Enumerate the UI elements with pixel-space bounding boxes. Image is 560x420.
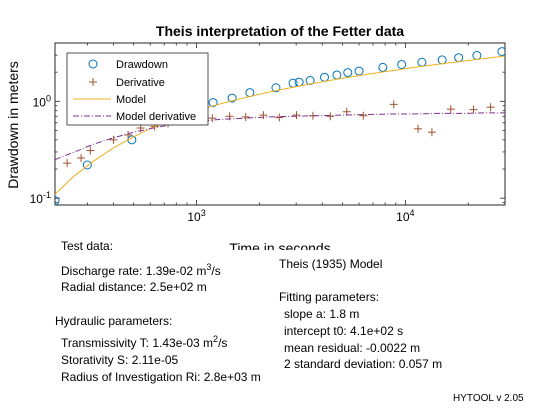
mean-residual-value: mean residual: -0.0022 m (284, 341, 421, 355)
radial-distance: Radial distance: 2.5e+02 m (61, 280, 207, 294)
axis-ticks (55, 42, 506, 205)
derivative-point (292, 111, 301, 120)
derivative-point (469, 105, 478, 114)
x-tick-label-1e4: 104 (396, 208, 414, 224)
discharge-rate: Discharge rate: 1.39e-02 m3/s (61, 262, 221, 278)
legend-drawdown-marker (88, 59, 98, 69)
derivative-point (259, 111, 268, 120)
derivative-point (208, 114, 217, 123)
chart-title: Theis interpretation of the Fetter data (156, 23, 404, 39)
drawdown-point (55, 196, 60, 205)
derivative-point (414, 124, 423, 133)
derivative-point (446, 105, 455, 114)
drawdown-point (227, 93, 237, 103)
drawdown-point (397, 59, 407, 69)
discharge-rate-unit: /s (211, 264, 221, 278)
derivative-point (389, 100, 398, 109)
theis-chart: Theis interpretation of the Fetter data … (5, 23, 506, 250)
transmissivity-exponent: 2 (213, 334, 219, 344)
derivative-point (342, 107, 351, 116)
y-tick-label-1e0: 100 (33, 93, 51, 109)
transmissivity: Transmissivity T: 1.43e-03 m2/s (61, 334, 227, 350)
x-tick-label-1e3: 103 (187, 208, 205, 224)
legend-drawdown-label: Drawdown (116, 59, 168, 71)
test-data-heading: Test data: (61, 239, 114, 253)
legend-model-derivative-label: Model derivative (116, 111, 196, 123)
legend-box (66, 52, 209, 126)
model-derivative-line (55, 112, 505, 161)
model-heading: Theis (1935) Model (279, 257, 383, 271)
derivative-point (486, 103, 495, 112)
derivative-point (275, 113, 284, 122)
drawdown-point (271, 83, 281, 93)
derivative-point (63, 159, 72, 168)
x-axis-label: Time in seconds (229, 240, 330, 250)
std-dev-value: 2 standard deviation: 0.057 m (284, 357, 443, 371)
derivative-point (77, 153, 86, 162)
derivative-point (359, 111, 368, 120)
legend-derivative-label: Derivative (116, 77, 165, 89)
drawdown-point (354, 66, 364, 76)
drawdown-point (208, 98, 218, 108)
hydraulic-heading: Hydraulic parameters: (55, 314, 173, 328)
discharge-rate-exponent: 3 (206, 262, 212, 272)
legend-model-label: Model (116, 94, 146, 106)
legend-derivative-marker (89, 78, 97, 86)
drawdown-point (378, 62, 388, 72)
drawdown-point (82, 160, 92, 170)
derivative-point (326, 112, 335, 121)
storativity: Storativity S: 2.11e-05 (61, 353, 179, 367)
drawdown-point (497, 47, 505, 57)
intercept-value: intercept t0: 4.1e+02 s (284, 324, 404, 338)
y-tick-label-1e-1: 10-1 (30, 190, 51, 206)
fitting-heading: Fitting parameters: (279, 290, 380, 304)
model-line (55, 55, 505, 195)
radius-of-investigation: Radius of Investigation Ri: 2.8e+03 m (61, 370, 261, 384)
derivative-point (241, 112, 250, 121)
legend: Drawdown Derivative Model Model derivati… (66, 52, 209, 126)
version-label: HYTOOL v 2.05 (453, 393, 524, 404)
discharge-rate-label: Discharge rate: 1.39e-02 m (61, 264, 207, 278)
transmissivity-unit: /s (218, 336, 228, 350)
derivative-point (109, 135, 118, 144)
slope-value: slope a: 1.8 m (284, 307, 360, 321)
derivative-point (86, 146, 95, 155)
transmissivity-label: Transmissivity T: 1.43e-03 m (61, 336, 214, 350)
derivative-point (427, 128, 436, 137)
y-axis-label: Drawdown in meters (5, 61, 21, 189)
drawdown-point (343, 68, 353, 78)
